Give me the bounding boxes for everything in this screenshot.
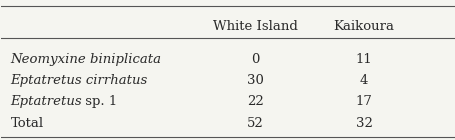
Text: 17: 17 xyxy=(355,95,372,108)
Text: 52: 52 xyxy=(246,117,263,130)
Text: 30: 30 xyxy=(246,74,263,88)
Text: Total: Total xyxy=(10,117,44,130)
Text: 11: 11 xyxy=(355,52,372,66)
Text: Kaikoura: Kaikoura xyxy=(333,20,394,33)
Text: Eptatretus: Eptatretus xyxy=(10,95,82,108)
Text: White Island: White Island xyxy=(212,20,297,33)
Text: sp. 1: sp. 1 xyxy=(81,95,116,108)
Text: 22: 22 xyxy=(246,95,263,108)
Text: Neomyxine biniplicata: Neomyxine biniplicata xyxy=(10,52,161,66)
Text: Eptatretus cirrhatus: Eptatretus cirrhatus xyxy=(10,74,147,88)
Text: 0: 0 xyxy=(250,52,259,66)
Text: 32: 32 xyxy=(355,117,372,130)
Text: 4: 4 xyxy=(359,74,367,88)
